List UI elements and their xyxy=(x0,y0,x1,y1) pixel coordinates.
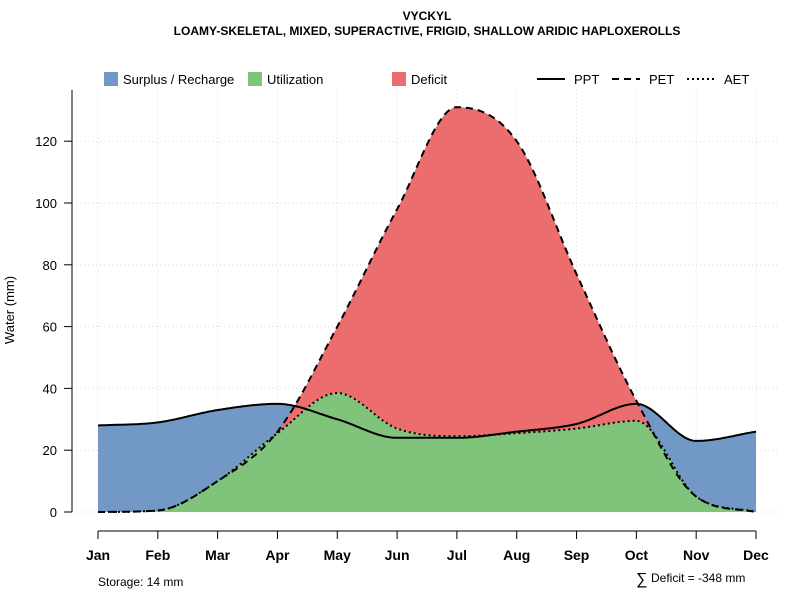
x-tick-label: Apr xyxy=(265,547,290,563)
y-tick-label: 80 xyxy=(43,258,57,273)
area-utilization xyxy=(98,393,756,512)
storage-note: Storage: 14 mm xyxy=(98,575,183,589)
x-tick-label: Mar xyxy=(205,547,230,563)
legend-label-surplus: Surplus / Recharge xyxy=(123,72,234,87)
x-tick-label: Nov xyxy=(683,547,710,563)
y-tick-label: 120 xyxy=(35,134,57,149)
series-lines xyxy=(97,106,757,513)
area-deficit xyxy=(98,107,756,512)
series-line-ppt xyxy=(97,402,757,442)
deficit-note: Deficit = -348 mm xyxy=(651,571,745,585)
x-tick-label: Jul xyxy=(447,547,467,563)
x-tick-label: Jun xyxy=(385,547,410,563)
legend-label-utilization: Utilization xyxy=(267,72,323,87)
x-ticks: Jan Feb Mar Apr May Jun Jul Aug Sep Oct Nov Dec xyxy=(86,531,769,563)
series-line-pet xyxy=(98,106,757,513)
axes xyxy=(71,90,756,532)
legend-swatch-utilization xyxy=(248,72,262,86)
x-tick-label: Feb xyxy=(145,547,170,563)
y-tick-label: 40 xyxy=(43,381,57,396)
legend-label-aet: AET xyxy=(724,72,749,87)
y-axis-label: Water (mm) xyxy=(2,276,17,344)
x-tick-label: May xyxy=(324,547,351,563)
area-layers xyxy=(98,107,756,512)
y-ticks: 0 20 40 60 80 100 120 xyxy=(35,134,72,520)
legend-label-pet: PET xyxy=(649,72,674,87)
sum-symbol: ∑ xyxy=(636,571,647,588)
legend-swatch-surplus xyxy=(104,72,118,86)
y-tick-label: 0 xyxy=(50,505,57,520)
legend: Surplus / Recharge Utilization Deficit P… xyxy=(104,72,749,87)
x-tick-label: Oct xyxy=(625,547,649,563)
legend-label-ppt: PPT xyxy=(574,72,599,87)
chart-title: VYCKYL xyxy=(403,9,452,23)
x-tick-label: Dec xyxy=(743,547,769,563)
y-tick-label: 20 xyxy=(43,443,57,458)
x-tick-label: Aug xyxy=(503,547,530,563)
y-tick-label: 100 xyxy=(35,196,57,211)
y-tick-label: 60 xyxy=(43,320,57,335)
x-tick-label: Jan xyxy=(86,547,110,563)
legend-swatch-deficit xyxy=(392,72,406,86)
series-line-aet xyxy=(98,391,757,513)
x-tick-label: Sep xyxy=(564,547,590,563)
legend-label-deficit: Deficit xyxy=(411,72,448,87)
chart-subtitle: LOAMY-SKELETAL, MIXED, SUPERACTIVE, FRIG… xyxy=(174,24,681,38)
